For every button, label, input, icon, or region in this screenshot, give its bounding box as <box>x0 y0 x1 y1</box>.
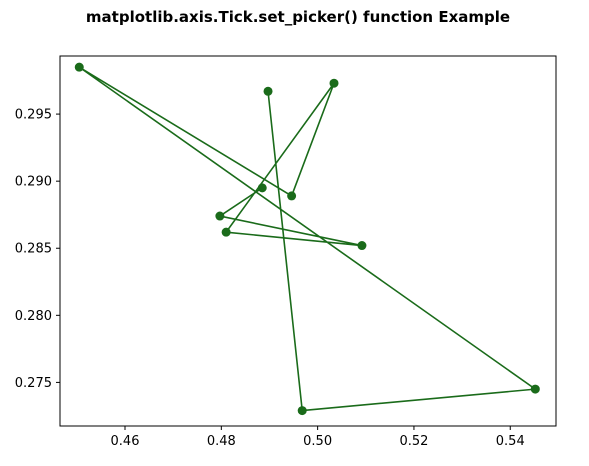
data-point <box>263 86 273 96</box>
data-point <box>287 191 297 201</box>
data-point <box>297 406 307 416</box>
y-tick-label: 0.290 <box>15 175 52 190</box>
data-point <box>329 78 339 88</box>
axes-frame <box>59 55 557 427</box>
data-point <box>215 211 225 221</box>
data-point <box>257 183 267 193</box>
x-tick-label: 0.48 <box>207 434 236 449</box>
x-tick-label: 0.46 <box>111 434 140 449</box>
x-tick-label: 0.52 <box>399 434 428 449</box>
x-tick-label: 0.50 <box>303 434 332 449</box>
y-tick-label: 0.285 <box>15 242 52 257</box>
x-tick-label: 0.54 <box>496 434 525 449</box>
data-point <box>357 241 367 251</box>
data-point <box>530 384 540 394</box>
y-tick-label: 0.280 <box>15 309 52 324</box>
y-tick-label: 0.275 <box>15 376 52 391</box>
plot-area: 0.46 0.48 0.50 0.52 0.54 0.275 0.280 0.285 0.290… <box>15 55 557 449</box>
series-line <box>78 66 537 412</box>
data-point <box>221 227 231 237</box>
data-point <box>74 62 84 72</box>
chart-title: matplotlib.axis.Tick.set_picker() functi… <box>86 8 510 26</box>
y-tick-label: 0.295 <box>15 108 52 123</box>
